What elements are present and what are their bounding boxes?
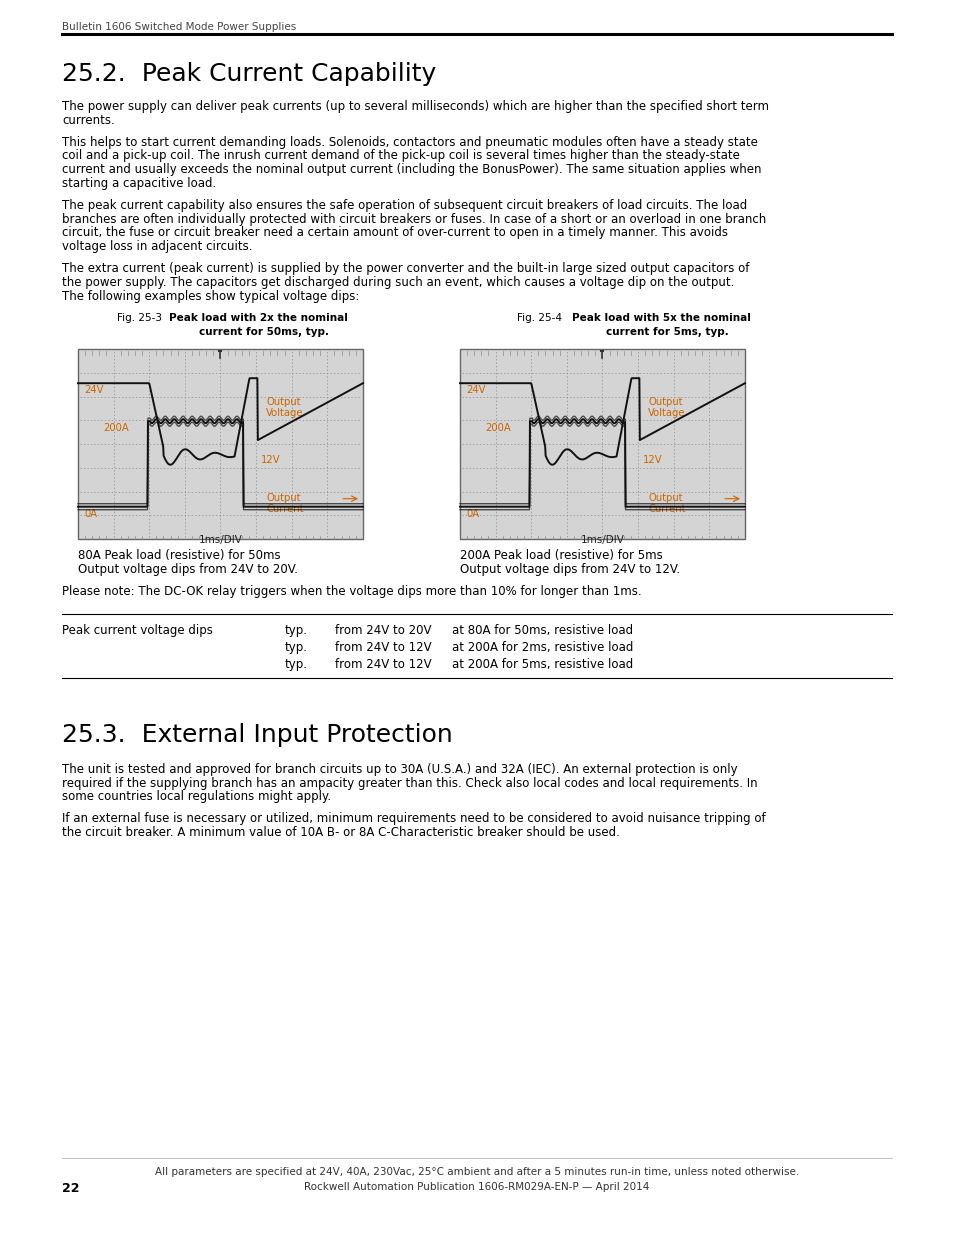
Text: typ.: typ. bbox=[285, 641, 308, 655]
Text: at 80A for 50ms, resistive load: at 80A for 50ms, resistive load bbox=[452, 625, 633, 637]
Text: starting a capacitive load.: starting a capacitive load. bbox=[62, 177, 216, 190]
Text: current and usually exceeds the nominal output current (including the BonusPower: current and usually exceeds the nominal … bbox=[62, 163, 760, 177]
Text: 22: 22 bbox=[62, 1182, 79, 1195]
Text: from 24V to 12V: from 24V to 12V bbox=[335, 658, 431, 671]
Text: 1ms/DIV: 1ms/DIV bbox=[198, 535, 242, 545]
Text: the circuit breaker. A minimum value of 10A B- or 8A C-Characteristic breaker sh: the circuit breaker. A minimum value of … bbox=[62, 826, 619, 839]
Text: at 200A for 5ms, resistive load: at 200A for 5ms, resistive load bbox=[452, 658, 633, 671]
Text: typ.: typ. bbox=[285, 658, 308, 671]
Text: Current: Current bbox=[647, 504, 685, 514]
Text: Voltage: Voltage bbox=[266, 409, 303, 419]
Text: coil and a pick-up coil. The inrush current demand of the pick-up coil is severa: coil and a pick-up coil. The inrush curr… bbox=[62, 149, 740, 162]
Text: some countries local regulations might apply.: some countries local regulations might a… bbox=[62, 790, 331, 804]
Text: Output voltage dips from 24V to 20V.: Output voltage dips from 24V to 20V. bbox=[78, 563, 297, 576]
Text: Fig. 25-3: Fig. 25-3 bbox=[117, 314, 162, 324]
Text: at 200A for 2ms, resistive load: at 200A for 2ms, resistive load bbox=[452, 641, 633, 655]
Text: 24V: 24V bbox=[465, 385, 485, 395]
Text: Rockwell Automation Publication 1606-RM029A-EN-P — April 2014: Rockwell Automation Publication 1606-RM0… bbox=[304, 1182, 649, 1192]
Text: All parameters are specified at 24V, 40A, 230Vac, 25°C ambient and after a 5 min: All parameters are specified at 24V, 40A… bbox=[154, 1167, 799, 1177]
Text: 1ms/DIV: 1ms/DIV bbox=[580, 535, 624, 545]
Text: 12V: 12V bbox=[641, 456, 661, 466]
Text: 200A: 200A bbox=[484, 424, 510, 433]
Text: Output: Output bbox=[266, 493, 300, 503]
Text: Please note: The DC-OK relay triggers when the voltage dips more than 10% for lo: Please note: The DC-OK relay triggers wh… bbox=[62, 584, 641, 598]
Text: required if the supplying branch has an ampacity greater than this. Check also l: required if the supplying branch has an … bbox=[62, 777, 757, 789]
Text: 200A: 200A bbox=[103, 424, 129, 433]
Text: 25.2.  Peak Current Capability: 25.2. Peak Current Capability bbox=[62, 62, 436, 86]
Text: the power supply. The capacitors get discharged during such an event, which caus: the power supply. The capacitors get dis… bbox=[62, 275, 734, 289]
Text: 80A Peak load (resistive) for 50ms: 80A Peak load (resistive) for 50ms bbox=[78, 550, 280, 562]
Text: Current: Current bbox=[266, 504, 303, 514]
Text: Output: Output bbox=[647, 493, 682, 503]
Text: The unit is tested and approved for branch circuits up to 30A (U.S.A.) and 32A (: The unit is tested and approved for bran… bbox=[62, 763, 737, 776]
Text: branches are often individually protected with circuit breakers or fuses. In cas: branches are often individually protecte… bbox=[62, 212, 765, 226]
Text: 24V: 24V bbox=[84, 385, 103, 395]
Text: The power supply can deliver peak currents (up to several milliseconds) which ar: The power supply can deliver peak curren… bbox=[62, 100, 768, 112]
Text: current for 5ms, typ.: current for 5ms, typ. bbox=[605, 327, 727, 337]
Text: Output voltage dips from 24V to 12V.: Output voltage dips from 24V to 12V. bbox=[459, 563, 679, 576]
Text: This helps to start current demanding loads. Solenoids, contactors and pneumatic: This helps to start current demanding lo… bbox=[62, 136, 757, 148]
Text: Peak current voltage dips: Peak current voltage dips bbox=[62, 625, 213, 637]
Text: from 24V to 12V: from 24V to 12V bbox=[335, 641, 431, 655]
Text: current for 50ms, typ.: current for 50ms, typ. bbox=[199, 327, 329, 337]
Text: circuit, the fuse or circuit breaker need a certain amount of over-current to op: circuit, the fuse or circuit breaker nee… bbox=[62, 226, 727, 240]
Text: voltage loss in adjacent circuits.: voltage loss in adjacent circuits. bbox=[62, 240, 253, 253]
Text: typ.: typ. bbox=[285, 625, 308, 637]
Text: currents.: currents. bbox=[62, 114, 114, 127]
Text: Bulletin 1606 Switched Mode Power Supplies: Bulletin 1606 Switched Mode Power Suppli… bbox=[62, 22, 296, 32]
Text: If an external fuse is necessary or utilized, minimum requirements need to be co: If an external fuse is necessary or util… bbox=[62, 813, 765, 825]
Text: The peak current capability also ensures the safe operation of subsequent circui: The peak current capability also ensures… bbox=[62, 199, 746, 211]
Bar bbox=[459, 350, 744, 538]
Text: 25.3.  External Input Protection: 25.3. External Input Protection bbox=[62, 722, 453, 747]
Text: 12V: 12V bbox=[260, 456, 280, 466]
Text: The following examples show typical voltage dips:: The following examples show typical volt… bbox=[62, 289, 359, 303]
Text: Peak load with 2x the nominal: Peak load with 2x the nominal bbox=[169, 314, 348, 324]
Text: 200A Peak load (resistive) for 5ms: 200A Peak load (resistive) for 5ms bbox=[459, 550, 662, 562]
Text: Output: Output bbox=[266, 398, 300, 408]
Text: 0A: 0A bbox=[465, 509, 478, 519]
Text: Peak load with 5x the nominal: Peak load with 5x the nominal bbox=[572, 314, 750, 324]
Text: 0A: 0A bbox=[84, 509, 97, 519]
Bar bbox=[78, 350, 363, 538]
Text: Fig. 25-4: Fig. 25-4 bbox=[517, 314, 561, 324]
Text: The extra current (peak current) is supplied by the power converter and the buil: The extra current (peak current) is supp… bbox=[62, 262, 749, 275]
Text: Voltage: Voltage bbox=[647, 409, 685, 419]
Text: from 24V to 20V: from 24V to 20V bbox=[335, 625, 431, 637]
Text: Output: Output bbox=[647, 398, 682, 408]
